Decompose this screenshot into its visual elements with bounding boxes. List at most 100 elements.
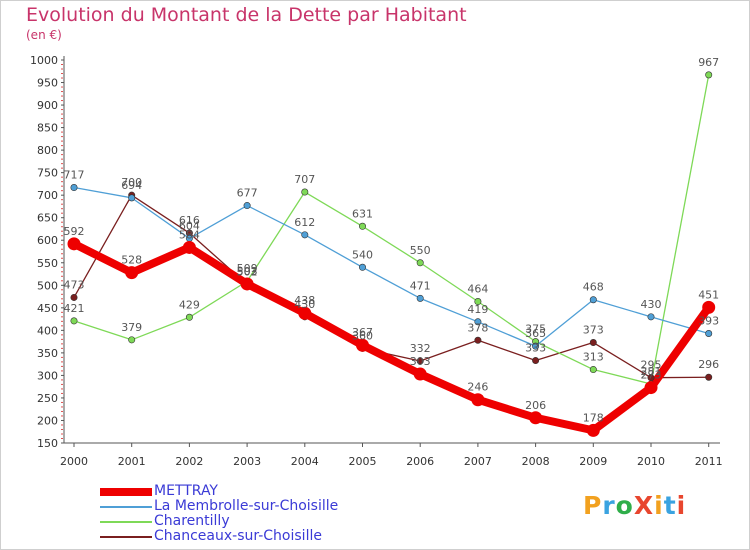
data-label: 631 [352,207,373,220]
data-point [70,317,78,325]
y-tick-label: 350 [37,347,58,360]
data-point [705,330,713,338]
logo-letter: X [633,491,655,520]
chart-title: Evolution du Montant de la Dette par Hab… [26,4,467,26]
data-label: 429 [179,298,200,311]
y-tick-label: 950 [37,77,58,90]
data-label: 451 [698,288,719,301]
y-tick-label: 900 [37,99,58,112]
legend-label: Chanceaux-sur-Choisille [154,528,322,544]
legend-swatch [100,536,152,538]
data-point [128,194,136,202]
data-point [298,306,312,320]
data-point [705,373,713,381]
data-label: 421 [64,302,85,315]
data-point [185,313,193,321]
x-tick-label: 2009 [579,455,607,468]
data-point [589,339,597,347]
x-tick-label: 2000 [60,455,88,468]
x-tick-label: 2010 [637,455,665,468]
data-label: 360 [352,329,373,342]
y-tick-label: 250 [37,392,58,405]
y-tick-label: 700 [37,189,58,202]
data-point [532,342,540,350]
data-label: 178 [583,411,604,424]
y-tick-label: 550 [37,257,58,270]
data-point [586,423,600,437]
y-tick-label: 800 [37,144,58,157]
data-label: 295 [641,359,662,372]
data-point [474,298,482,306]
series-line [73,74,710,385]
data-label: 332 [410,342,431,355]
logo-letter: t [663,491,677,520]
x-tick-label: 2007 [464,455,492,468]
data-label: 313 [583,351,604,364]
logo-letter: i [676,491,687,520]
y-tick-label: 450 [37,302,58,315]
data-label: 367 [352,326,373,339]
data-label: 430 [641,298,662,311]
data-point [413,367,427,381]
data-point [474,336,482,344]
data-label: 464 [467,283,488,296]
data-label: 502 [237,265,258,278]
data-label: 592 [64,225,85,238]
y-tick-label: 200 [37,414,58,427]
y-tick-label: 150 [37,437,58,450]
data-point [589,296,597,304]
data-label: 471 [410,279,431,292]
chart-unit-label: (en €) [26,28,62,42]
data-label: 379 [121,321,142,334]
x-tick-label: 2004 [291,455,319,468]
data-label: 509 [237,262,258,275]
data-label: 468 [583,281,604,294]
data-label: 393 [698,315,719,328]
data-point [125,266,139,280]
logo-letter: P [583,491,603,520]
data-point [70,184,78,192]
data-point [416,357,424,365]
data-point [301,231,309,239]
data-label: 206 [525,399,546,412]
y-tick-label: 600 [37,234,58,247]
data-point [647,313,655,321]
data-point [705,71,713,79]
data-point [243,202,251,210]
y-tick-label: 300 [37,369,58,382]
data-point [416,259,424,267]
data-point [471,393,485,407]
data-point [358,222,366,230]
data-label: 604 [179,219,200,232]
logo-letter: o [615,491,634,520]
data-label: 707 [294,173,315,186]
data-point [182,240,196,254]
data-point [358,263,366,271]
chart-axes: 150 200 250 300 350 400 450 500 550 600 650 700 750 8… [30,54,723,468]
data-label: 616 [179,214,200,227]
data-label: 273 [641,369,662,382]
data-label: 612 [294,216,315,229]
data-point [644,381,658,395]
data-label: 540 [352,248,373,261]
chart-data-points [67,71,716,437]
x-tick-label: 2002 [175,455,203,468]
logo-letter: r [602,491,616,520]
data-label: 550 [410,244,431,257]
y-tick-label: 400 [37,324,58,337]
y-tick-label: 650 [37,212,58,225]
x-tick-label: 2005 [349,455,377,468]
x-tick-label: 2006 [406,455,434,468]
data-label: 378 [467,321,488,334]
data-label: 303 [410,355,431,368]
data-label: 333 [525,342,546,355]
data-point [67,237,81,251]
legend-label: Charentilly [154,513,230,529]
chart-series-lines [70,74,713,435]
legend-swatch [100,521,152,523]
data-label: 246 [467,381,488,394]
legend-label: La Membrolle-sur-Choisille [154,498,339,514]
data-label: 365 [525,327,546,340]
data-label: 694 [121,179,142,192]
series-line [73,194,710,379]
